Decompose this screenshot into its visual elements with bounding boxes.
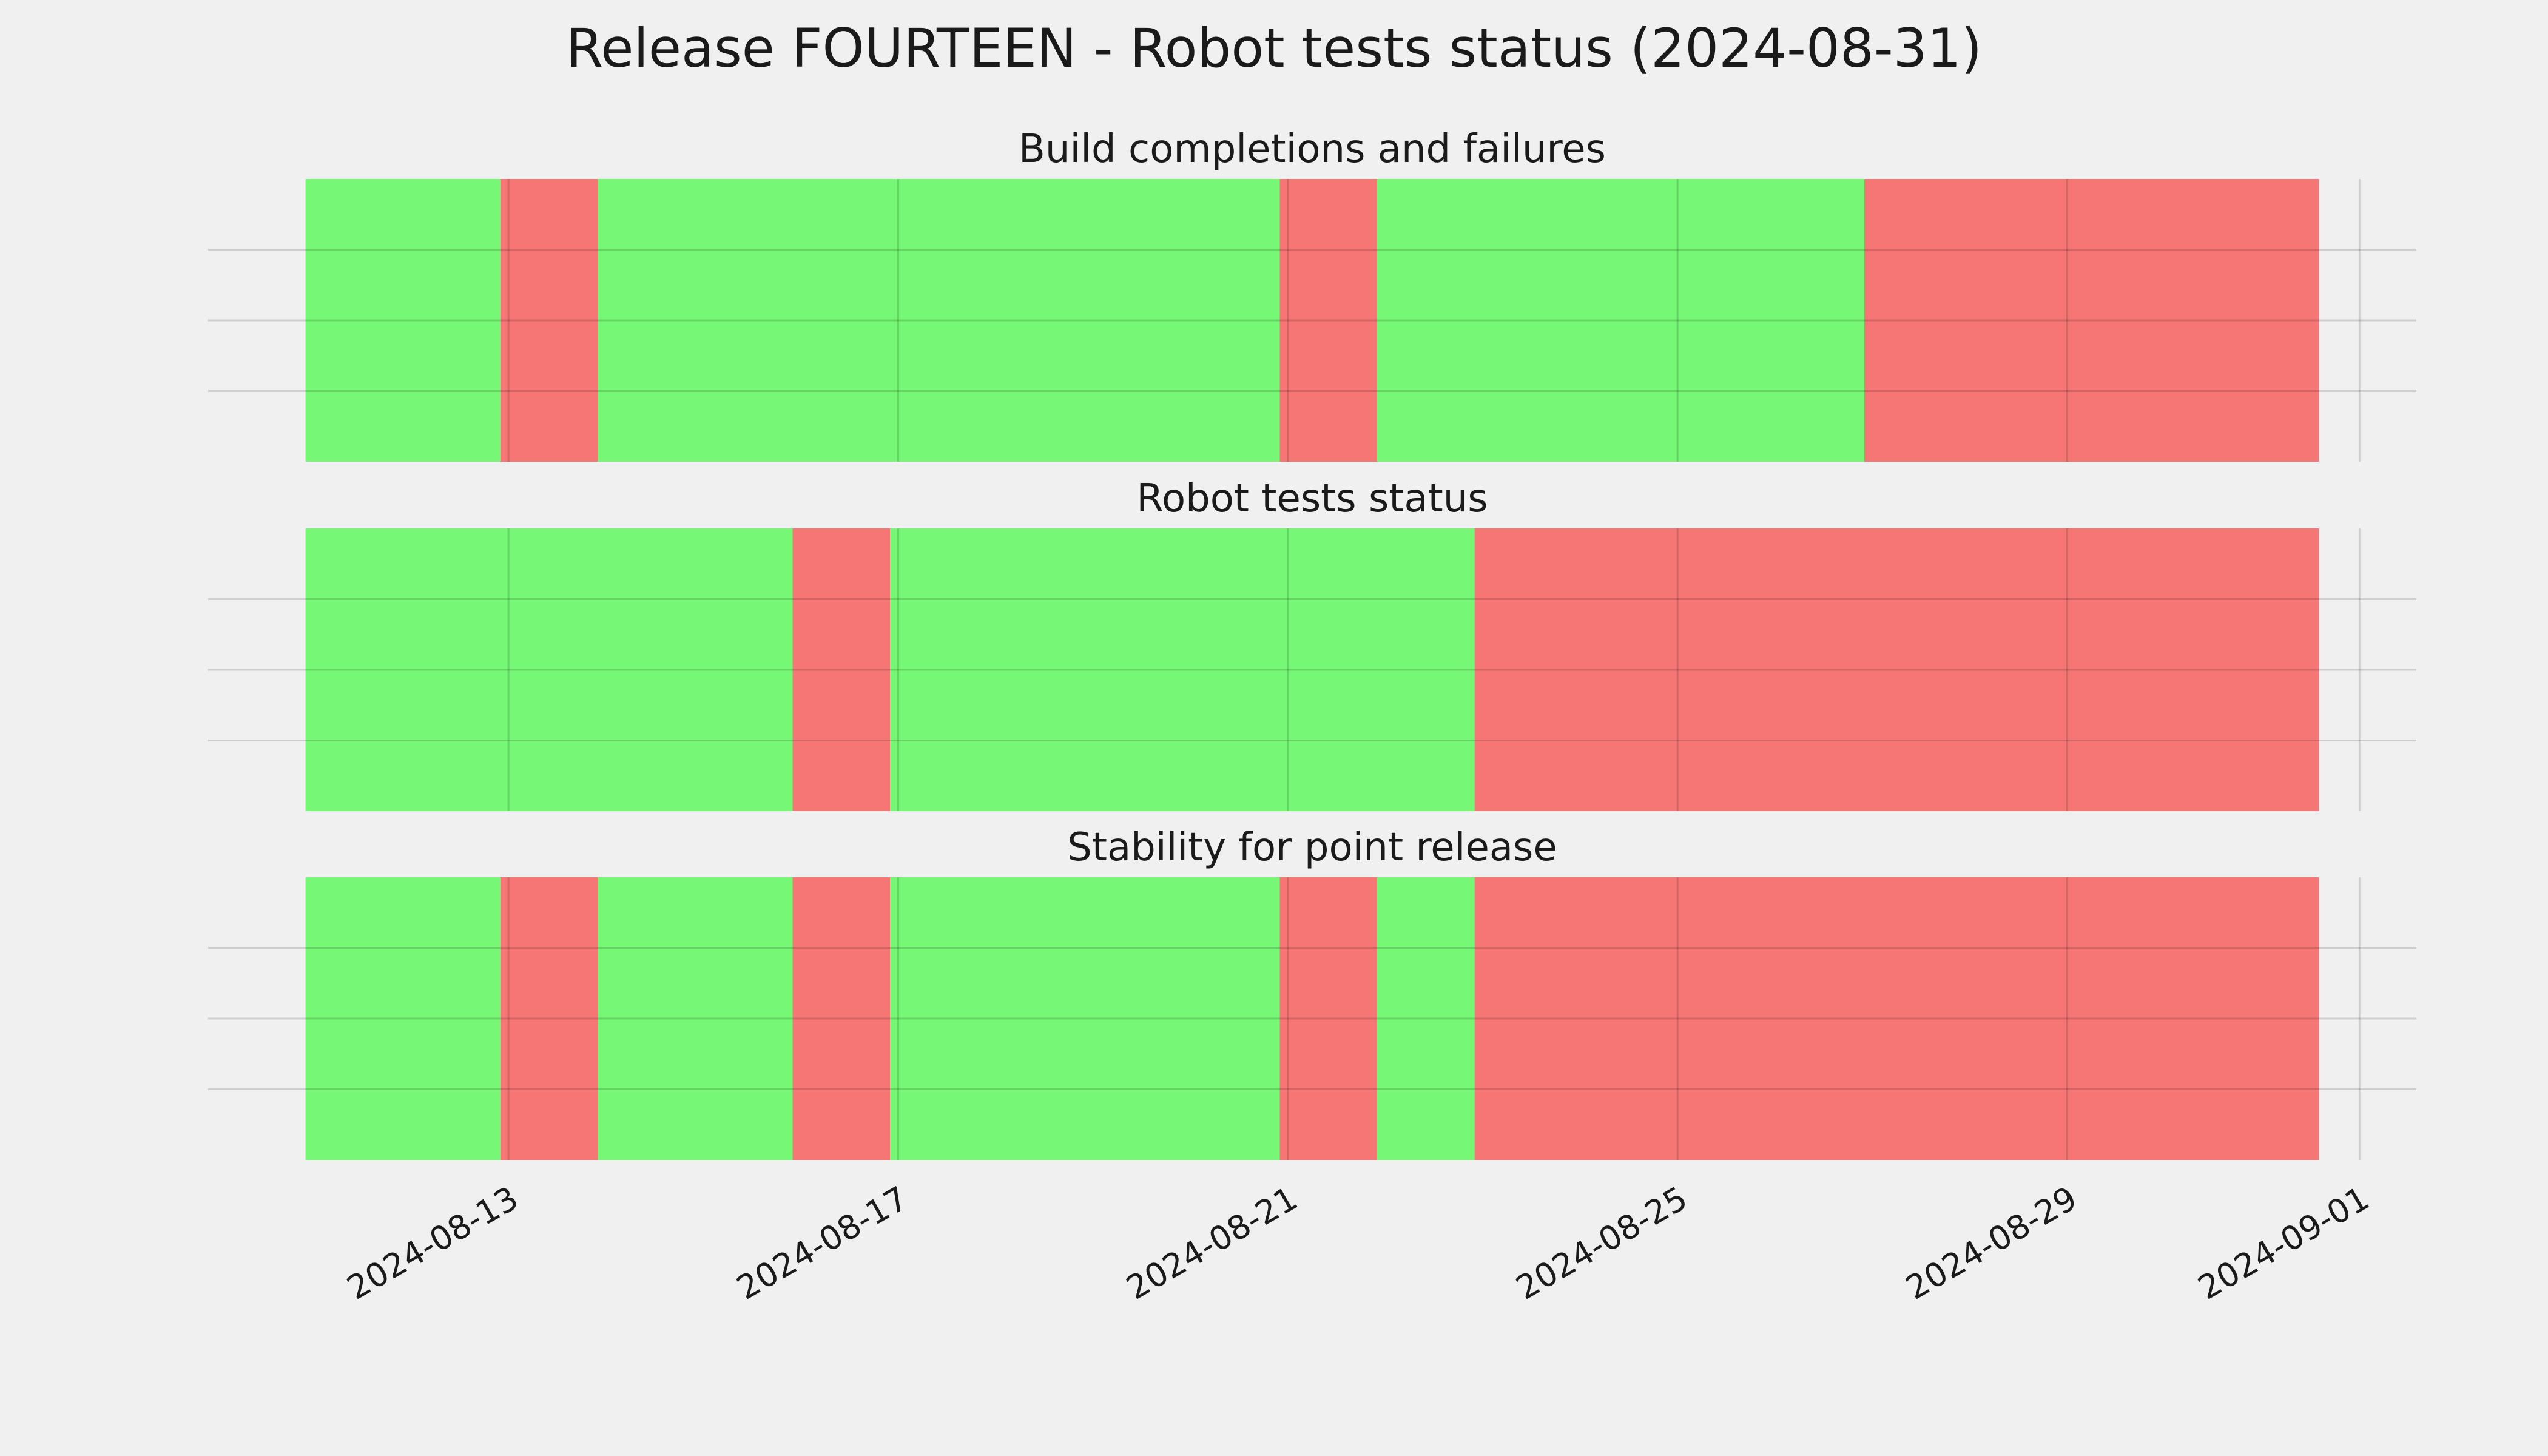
status-segment bbox=[792, 877, 891, 1160]
status-segment bbox=[1279, 877, 1378, 1160]
x-tick-label: 2024-08-29 bbox=[1899, 1179, 2083, 1307]
status-segment bbox=[305, 179, 500, 462]
status-segment bbox=[500, 179, 598, 462]
status-segment bbox=[1864, 179, 2319, 462]
status-segment bbox=[598, 877, 793, 1160]
status-segment bbox=[305, 877, 500, 1160]
status-segment bbox=[1377, 877, 1475, 1160]
status-segment bbox=[598, 179, 1280, 462]
x-tick-label: 2024-08-25 bbox=[1509, 1179, 1693, 1307]
status-segment bbox=[1474, 528, 2319, 811]
x-tick-label: 2024-08-21 bbox=[1120, 1179, 1304, 1307]
status-segment bbox=[1279, 179, 1378, 462]
x-tick-label: 2024-09-01 bbox=[2192, 1179, 2376, 1307]
panel-title: Robot tests status bbox=[1136, 476, 1488, 521]
status-segment bbox=[1377, 179, 1864, 462]
status-segment bbox=[1474, 877, 2319, 1160]
chart-title: Release FOURTEEN - Robot tests status (2… bbox=[566, 17, 1982, 79]
x-tick-label: 2024-08-17 bbox=[730, 1179, 914, 1307]
panel-title: Stability for point release bbox=[1067, 825, 1557, 870]
status-segment bbox=[305, 528, 793, 811]
status-segment bbox=[890, 877, 1280, 1160]
status-segment bbox=[500, 877, 598, 1160]
status-segment bbox=[792, 528, 891, 811]
status-segment bbox=[890, 528, 1475, 811]
x-tick-label: 2024-08-13 bbox=[340, 1179, 524, 1307]
panel-title: Build completions and failures bbox=[1019, 127, 1606, 172]
